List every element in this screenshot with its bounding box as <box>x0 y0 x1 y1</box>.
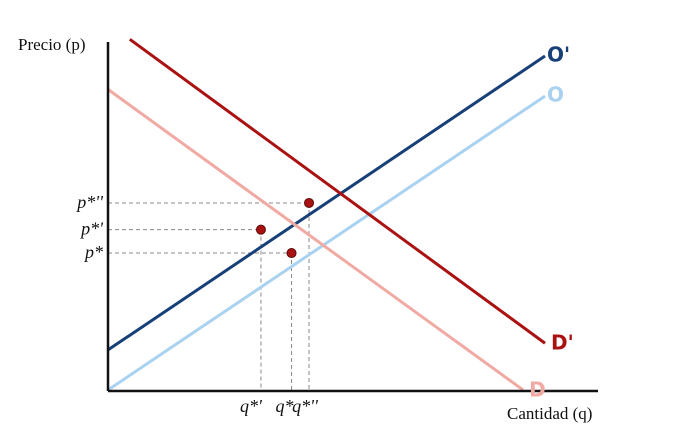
equilibrium-point-q-star-prime <box>255 224 266 235</box>
curve-d <box>107 88 525 392</box>
equilibrium-points <box>255 197 315 259</box>
curve-o <box>107 94 546 392</box>
equilibrium-point-q-star-double-prime <box>304 197 315 208</box>
curve-label-o-prime: O' <box>547 43 570 67</box>
labels: Precio (p) Cantidad (q) O' O D'Dp* q* p*' q*'… <box>18 35 592 423</box>
y-axis-title: Precio (p) <box>18 35 86 54</box>
curve-label-d-prime: D' <box>551 331 574 355</box>
curve-d-prime <box>128 38 546 345</box>
x-tick-label-q-star-double-prime: q*'' <box>292 396 319 416</box>
curve-o-prime <box>107 54 546 352</box>
curve-label-d: D <box>529 378 546 402</box>
guide-lines <box>108 202 310 390</box>
equilibrium-point-q-star <box>286 248 297 259</box>
y-tick-label-p-star-prime: p*' <box>79 219 104 239</box>
curve-label-o: O <box>547 83 564 107</box>
curves <box>107 38 546 392</box>
y-tick-label-p-star: p* <box>83 242 103 262</box>
y-tick-label-p-star-double-prime: p*'' <box>75 192 104 212</box>
x-tick-label-q-star: q* <box>276 396 294 416</box>
x-tick-label-q-star-prime: q*' <box>240 396 263 416</box>
axes <box>106 42 598 393</box>
x-axis-title: Cantidad (q) <box>507 404 592 423</box>
